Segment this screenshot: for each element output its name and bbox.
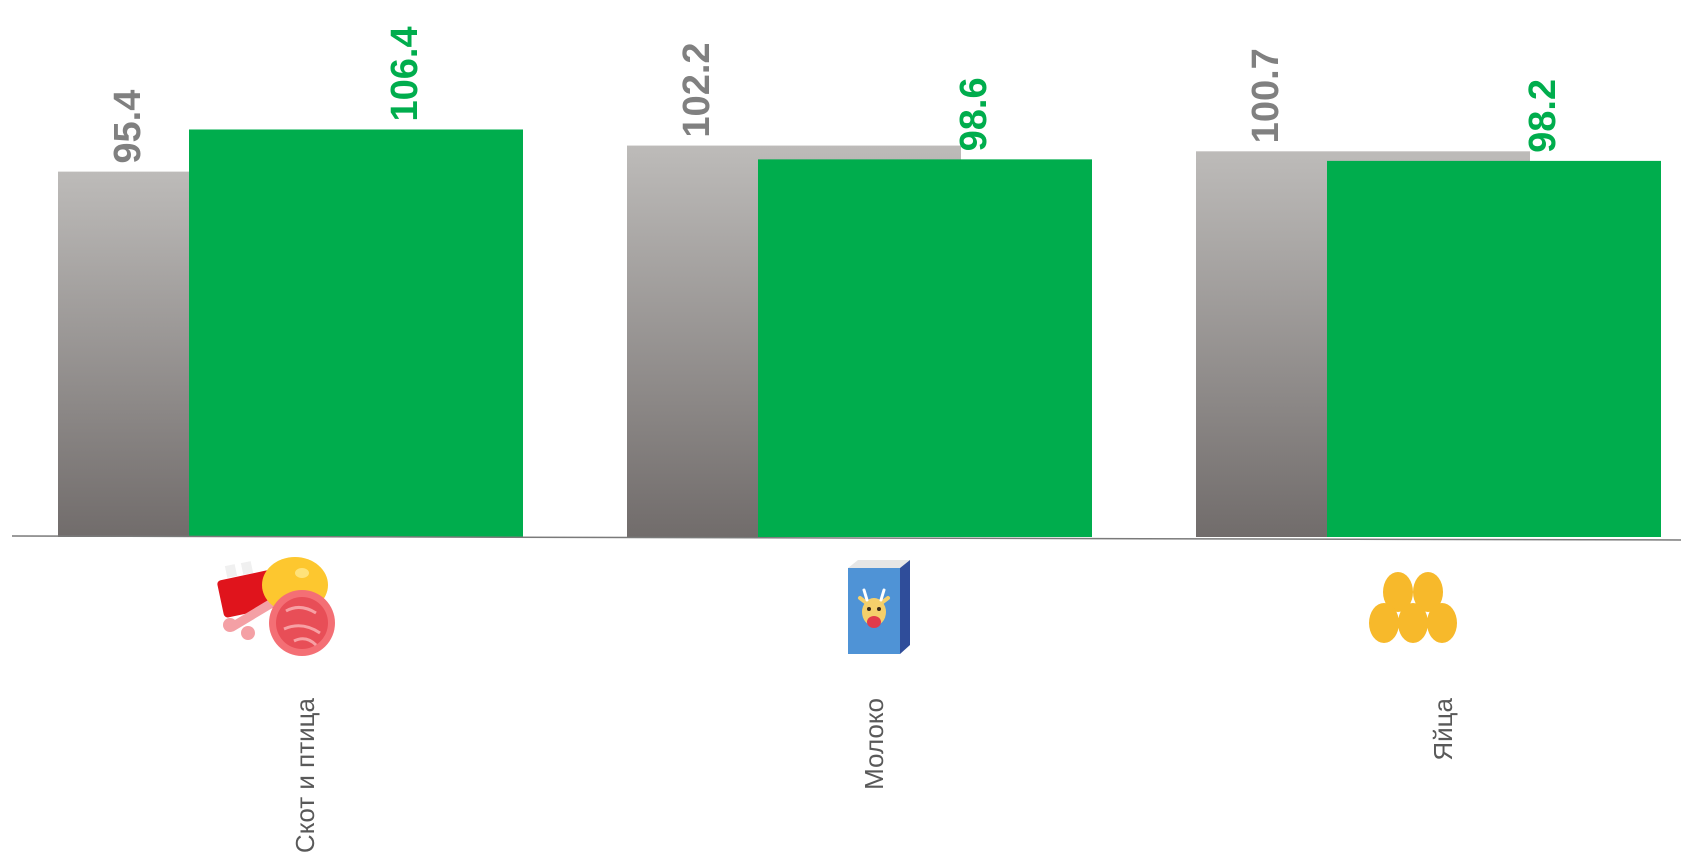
value-label-series1-3: 100.7 (1245, 48, 1287, 143)
value-label-series2-3: 98.2 (1522, 79, 1564, 153)
bar-series2-2 (758, 159, 1092, 537)
value-label-series1-1: 95.4 (107, 90, 149, 164)
x-axis-line (11, 535, 1681, 541)
value-label-series1-2: 102.2 (676, 42, 718, 137)
bar-series2-1 (189, 129, 523, 537)
bar-series2-3 (1327, 160, 1661, 538)
value-label-series2-2: 98.6 (953, 77, 995, 151)
category-label-3: Яйца (1428, 697, 1458, 760)
category-label-2: Молоко (859, 698, 889, 790)
category-label-1: Скот и птица (290, 697, 320, 853)
meat-poultry-icon (217, 557, 335, 656)
value-label-series2-1: 106.4 (384, 26, 426, 121)
eggs-icon (1369, 572, 1457, 643)
milk-carton-icon (848, 560, 910, 654)
